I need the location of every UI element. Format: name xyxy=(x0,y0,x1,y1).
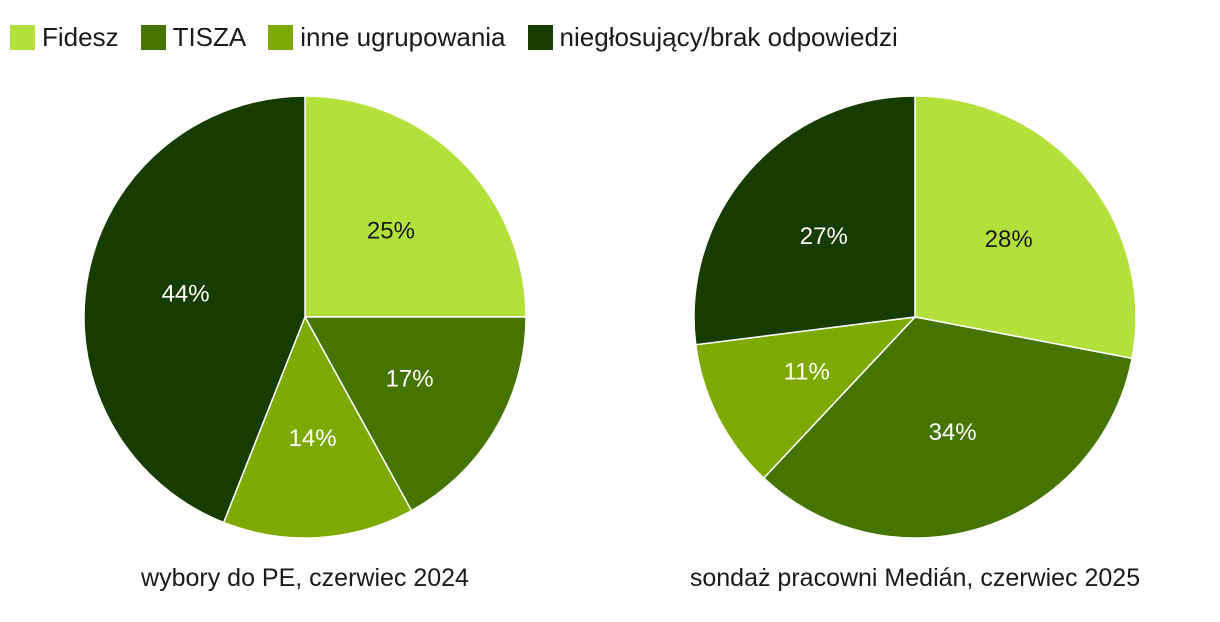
pie-chart-2: 28% 34% 11% 27% sondaż pracowni Medián, czer… xyxy=(690,95,1140,592)
legend-swatch-tisza xyxy=(140,24,166,50)
legend-label-tisza: TISZA xyxy=(172,21,247,52)
pie-slice-fidesz xyxy=(914,95,1137,360)
legend-label-nieglosujacy: niegłosujący/brak odpowiedzi xyxy=(559,21,898,52)
slice-label-nieglosujacy: 44% xyxy=(162,281,210,308)
pie-slice-nieglosujacy xyxy=(693,95,916,346)
pie-slice-fidesz xyxy=(304,95,527,318)
slice-label-fidesz: 28% xyxy=(985,226,1033,253)
legend-item-nieglosujacy: niegłosujący/brak odpowiedzi xyxy=(527,21,898,53)
slice-label-inne: 14% xyxy=(289,425,337,452)
pie-slice-inne xyxy=(222,315,413,539)
legend-item-tisza: TISZA xyxy=(140,21,247,53)
chart-title-2: sondaż pracowni Medián, czerwiec 2025 xyxy=(690,564,1140,592)
chart-legend: Fidesz TISZA inne ugrupowania niegłosują… xyxy=(10,18,920,56)
pie-slice-tisza xyxy=(762,316,1133,539)
slice-label-nieglosujacy: 27% xyxy=(800,223,848,250)
legend-label-inne: inne ugrupowania xyxy=(300,21,506,52)
pie-slice-inne xyxy=(694,315,917,480)
legend-item-fidesz: Fidesz xyxy=(10,22,119,53)
slice-label-tisza: 34% xyxy=(929,419,977,446)
chart-title-1: wybory do PE, czerwiec 2024 xyxy=(140,564,469,592)
slice-label-inne: 11% xyxy=(784,359,830,386)
pie-slice-tisza xyxy=(303,316,527,512)
legend-swatch-inne xyxy=(268,24,294,50)
legend-label-fidesz: Fidesz xyxy=(42,21,119,52)
legend-item-inne: inne ugrupowania xyxy=(268,21,506,53)
slice-label-fidesz: 25% xyxy=(367,218,415,245)
pie-chart-1: 25% 17% 14% 44% wybory do PE, czerwiec 2024 xyxy=(83,95,527,592)
pie-slice-nieglosujacy xyxy=(83,95,306,524)
legend-swatch-fidesz xyxy=(10,24,35,50)
slice-label-tisza: 17% xyxy=(386,365,434,392)
legend-swatch-nieglosujacy xyxy=(527,24,553,50)
